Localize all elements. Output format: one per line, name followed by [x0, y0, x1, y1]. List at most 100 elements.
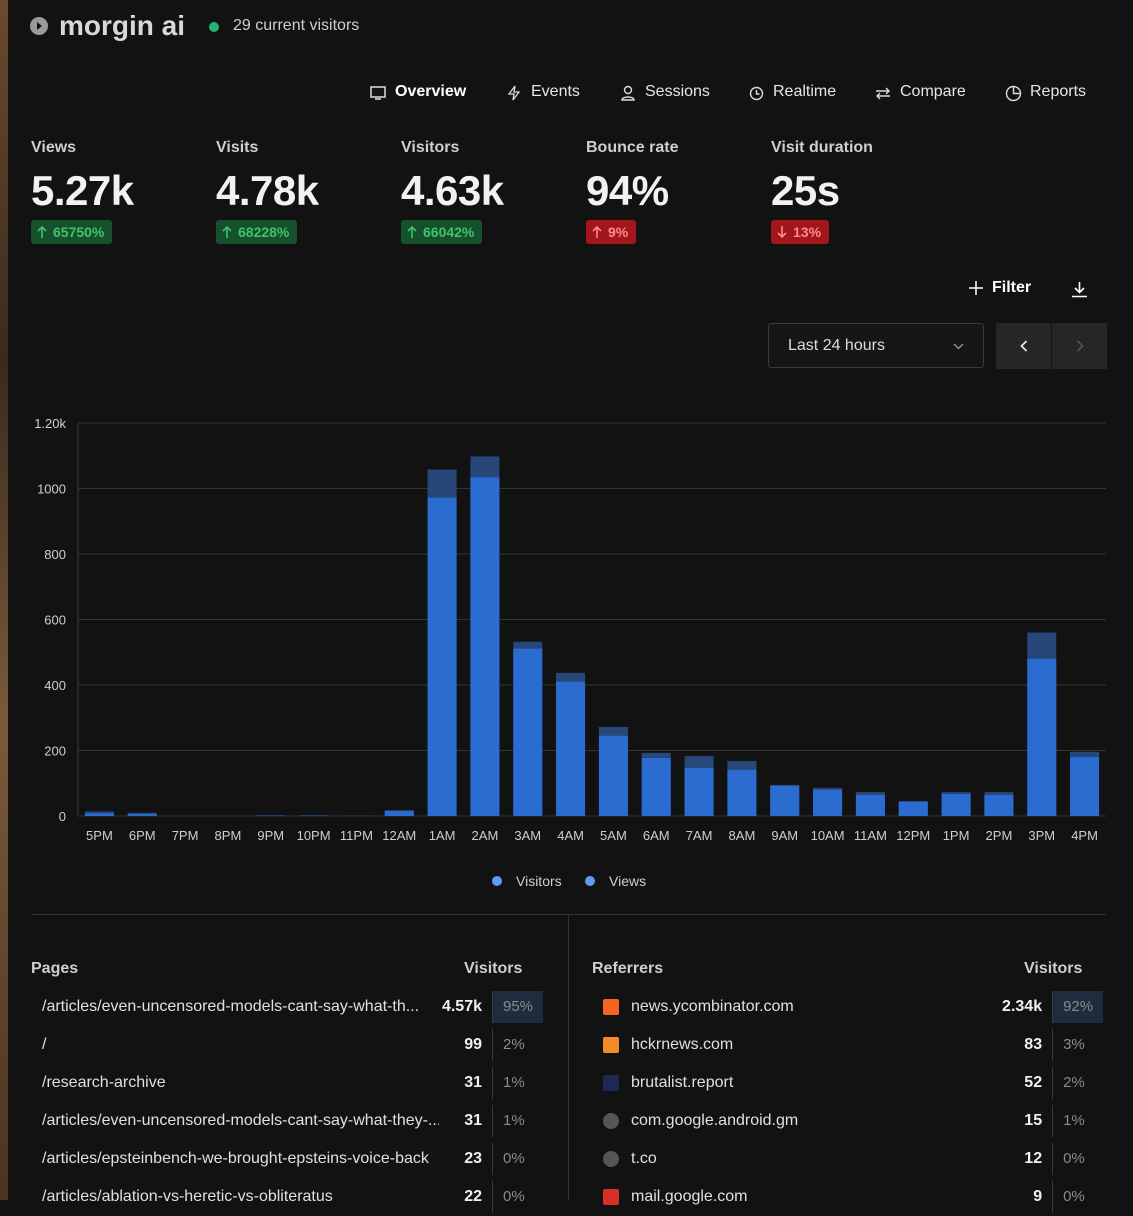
visitor-percent: 95%: [492, 991, 543, 1023]
current-visitors: 29 current visitors: [233, 17, 359, 35]
x-tick-label: 6AM: [643, 828, 670, 843]
metric-label: Views: [31, 139, 76, 157]
x-tick-label: 11AM: [854, 828, 887, 843]
change-text: 9%: [608, 220, 628, 244]
page-path: /articles/even-uncensored-models-cant-sa…: [42, 1112, 439, 1130]
referrer-name: brutalist.report: [631, 1074, 970, 1092]
x-tick-label: 8PM: [215, 828, 242, 843]
x-tick-label: 12AM: [382, 828, 416, 843]
change-text: 13%: [793, 220, 821, 244]
referrer-icon: [603, 1113, 619, 1129]
referrer-name: news.ycombinator.com: [631, 998, 970, 1016]
metric-label: Visitors: [401, 139, 459, 157]
bar: [428, 498, 457, 816]
nav-icon: [875, 86, 891, 101]
bar: [770, 786, 799, 816]
metric-label: Bounce rate: [586, 139, 678, 157]
bar: [1027, 659, 1056, 816]
next-button[interactable]: [1052, 323, 1107, 369]
pages-table: /articles/even-uncensored-models-cant-sa…: [42, 988, 545, 1216]
date-range-label: Last 24 hours: [788, 337, 885, 354]
bar: [470, 477, 499, 816]
nav-tab[interactable]: Events: [531, 83, 580, 101]
nav-tab[interactable]: Overview: [395, 83, 466, 101]
plus-icon: [968, 280, 984, 296]
referrer-name: hckrnews.com: [631, 1036, 970, 1054]
visitor-percent: 1%: [1052, 1105, 1103, 1137]
change-text: 65750%: [53, 220, 104, 244]
visitor-count: 22: [439, 1188, 482, 1206]
bar: [385, 811, 414, 816]
x-tick-label: 3PM: [1028, 828, 1055, 843]
visitor-count: 52: [970, 1074, 1042, 1092]
nav-tab[interactable]: Compare: [900, 83, 966, 101]
table-row[interactable]: /articles/even-uncensored-models-cant-sa…: [42, 1102, 545, 1140]
legend-label: Visitors: [516, 873, 562, 889]
nav-icon: [1005, 85, 1022, 102]
nav-icon: [507, 85, 521, 101]
page-path: /articles/epsteinbench-we-brought-epstei…: [42, 1150, 439, 1168]
nav-icon: [620, 85, 636, 101]
visitor-percent: 2%: [492, 1029, 543, 1061]
collapse-icon[interactable]: [30, 17, 48, 35]
filter-label: Filter: [992, 279, 1031, 297]
x-tick-label: 9PM: [257, 828, 284, 843]
metric-label: Visits: [216, 139, 258, 157]
table-title: Referrers: [592, 960, 663, 978]
nav-icon: [749, 86, 764, 101]
referrer-icon: [603, 1075, 619, 1091]
metric-label: Visit duration: [771, 139, 873, 157]
x-tick-label: 10PM: [297, 828, 331, 843]
filter-button[interactable]: Filter: [968, 279, 1031, 297]
table-title: Pages: [31, 960, 78, 978]
bar: [813, 790, 842, 816]
visitor-count: 23: [439, 1150, 482, 1168]
bar: [85, 813, 114, 816]
date-range-select[interactable]: Last 24 hours: [768, 323, 984, 368]
visitor-count: 31: [439, 1074, 482, 1092]
legend-dot: [585, 876, 595, 886]
y-tick-label: 800: [44, 547, 66, 562]
visitor-count: 12: [970, 1150, 1042, 1168]
metric-change: 13%: [771, 220, 829, 244]
visitor-percent: 0%: [492, 1181, 543, 1213]
referrer-icon: [603, 1189, 619, 1205]
nav-tab[interactable]: Reports: [1030, 83, 1086, 101]
referrer-name: com.google.android.gm: [631, 1112, 970, 1130]
bar: [128, 814, 157, 816]
bar: [556, 682, 585, 816]
visitor-percent: 0%: [492, 1143, 543, 1175]
x-tick-label: 4AM: [557, 828, 584, 843]
download-button[interactable]: [1071, 281, 1088, 298]
metric-change: 68228%: [216, 220, 297, 244]
bar: [599, 736, 628, 816]
arrow-up: [592, 226, 602, 238]
x-tick-label: 8AM: [729, 828, 756, 843]
metric-change: 66042%: [401, 220, 482, 244]
page-path: /articles/even-uncensored-models-cant-sa…: [42, 998, 439, 1016]
site-title: morgin ai: [59, 10, 185, 42]
chevron-right: [1076, 340, 1084, 352]
table-row[interactable]: /articles/epsteinbench-we-brought-epstei…: [42, 1140, 545, 1178]
prev-button[interactable]: [996, 323, 1051, 369]
table-row[interactable]: /articles/ablation-vs-heretic-vs-obliter…: [42, 1178, 545, 1216]
visitor-count: 99: [439, 1036, 482, 1054]
table-row[interactable]: /articles/even-uncensored-models-cant-sa…: [42, 988, 545, 1026]
nav-tab[interactable]: Sessions: [645, 83, 710, 101]
y-tick-label: 600: [44, 613, 66, 628]
x-tick-label: 1PM: [943, 828, 970, 843]
visitor-percent: 2%: [1052, 1067, 1103, 1099]
referrer-name: mail.google.com: [631, 1188, 970, 1206]
nav-icon: [370, 85, 386, 101]
x-tick-label: 10AM: [811, 828, 845, 843]
nav-tab[interactable]: Realtime: [773, 83, 836, 101]
